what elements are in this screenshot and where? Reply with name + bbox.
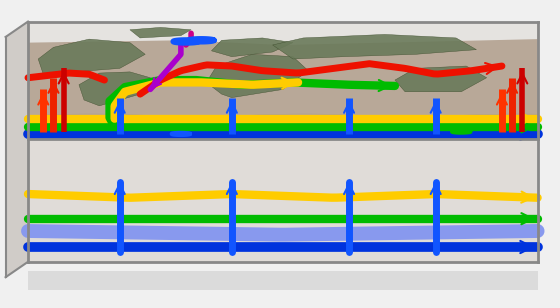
Polygon shape [28, 22, 538, 139]
Polygon shape [130, 27, 191, 38]
Polygon shape [206, 54, 308, 98]
Polygon shape [212, 38, 293, 57]
Polygon shape [6, 22, 28, 277]
Polygon shape [79, 72, 150, 106]
Polygon shape [28, 271, 538, 290]
Polygon shape [28, 22, 538, 45]
Polygon shape [38, 39, 145, 74]
Polygon shape [273, 34, 477, 59]
Polygon shape [28, 139, 538, 262]
Polygon shape [395, 66, 487, 92]
